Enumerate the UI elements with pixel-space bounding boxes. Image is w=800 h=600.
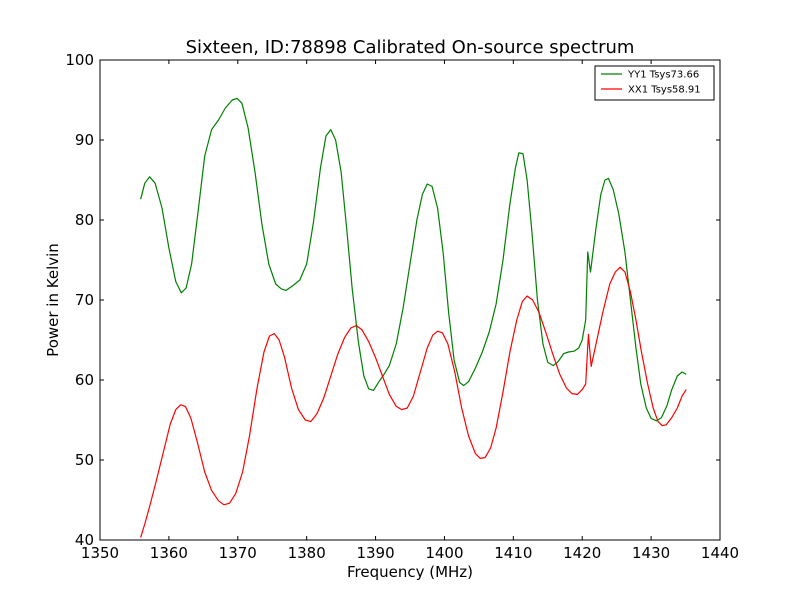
y-tick-label: 70 [75,291,94,309]
y-axis-ticks: 40 50 60 70 80 90 100 [65,51,720,549]
x-tick-label: 1390 [356,544,394,562]
x-tick-label: 1400 [425,544,463,562]
x-tick-label: 1380 [288,544,326,562]
x-tick-label: 1420 [563,544,601,562]
plot-series [140,97,687,538]
legend: YY1 Tsys73.66 XX1 Tsys58.91 [594,65,715,101]
y-tick-label: 80 [75,211,94,229]
x-axis-ticks: 1350 1360 1370 1380 1390 1400 1410 1420 1430 1440 [81,60,739,562]
x-tick-label: 1410 [494,544,532,562]
x-tick-label: 1430 [632,544,670,562]
series-line-yy1 [140,97,687,422]
legend-label-xx1: XX1 Tsys58.91 [628,85,701,96]
x-tick-label: 1360 [150,544,188,562]
y-tick-label: 60 [75,371,94,389]
y-tick-label: 100 [65,51,94,69]
legend-label-yy1: YY1 Tsys73.66 [627,70,699,81]
legend-box [594,65,715,101]
x-tick-label: 1440 [701,544,739,562]
y-tick-label: 90 [75,131,94,149]
x-tick-label: 1370 [219,544,257,562]
chart-title: Sixteen, ID:78898 Calibrated On-source s… [186,37,635,58]
series-line-xx1 [140,266,687,538]
y-tick-label: 40 [75,531,94,549]
y-tick-label: 50 [75,451,94,469]
y-axis-label: Power in Kelvin [44,243,62,357]
x-axis-label: Frequency (MHz) [347,563,473,581]
x-tick-label: 1350 [81,544,119,562]
